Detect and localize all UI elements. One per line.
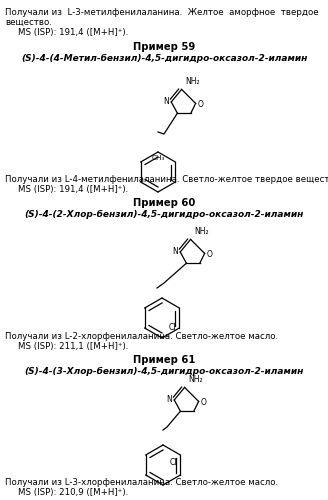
Text: O: O (197, 100, 203, 109)
Text: Пример 61: Пример 61 (133, 355, 195, 365)
Text: MS (ISP): 191,4 ([M+H]⁺).: MS (ISP): 191,4 ([M+H]⁺). (18, 28, 128, 37)
Text: (S)-4-(2-Хлор-бензил)-4,5-дигидро-оксазол-2-иламин: (S)-4-(2-Хлор-бензил)-4,5-дигидро-оксазо… (24, 210, 304, 219)
Text: Получали из  L-3-метилфенилаланина.  Желтое  аморфное  твердое: Получали из L-3-метилфенилаланина. Желто… (5, 8, 318, 17)
Text: NH₂: NH₂ (186, 78, 200, 86)
Text: NH₂: NH₂ (195, 228, 209, 236)
Text: N: N (163, 96, 169, 106)
Text: Cl: Cl (170, 458, 177, 467)
Text: Получали из L-4-метилфенилаланина. Светло-желтое твердое вещество.: Получали из L-4-метилфенилаланина. Светл… (5, 175, 328, 184)
Text: Получали из L-2-хлорфенилаланина. Светло-желтое масло.: Получали из L-2-хлорфенилаланина. Светло… (5, 332, 278, 341)
Text: (S)-4-(3-Хлор-бензил)-4,5-дигидро-оксазол-2-иламин: (S)-4-(3-Хлор-бензил)-4,5-дигидро-оксазо… (24, 367, 304, 376)
Text: CH₃: CH₃ (151, 155, 165, 161)
Text: MS (ISP): 210,9 ([M+H]⁺).: MS (ISP): 210,9 ([M+H]⁺). (18, 488, 128, 497)
Text: O: O (201, 398, 206, 407)
Text: MS (ISP): 191,4 ([M+H]⁺).: MS (ISP): 191,4 ([M+H]⁺). (18, 185, 128, 194)
Text: NH₂: NH₂ (189, 376, 203, 384)
Text: O: O (207, 250, 213, 259)
Text: Пример 59: Пример 59 (133, 42, 195, 52)
Text: Cl: Cl (169, 322, 176, 332)
Text: вещество.: вещество. (5, 18, 52, 27)
Text: MS (ISP): 211,1 ([M+H]⁺).: MS (ISP): 211,1 ([M+H]⁺). (18, 342, 128, 351)
Text: Пример 60: Пример 60 (133, 198, 195, 208)
Text: N: N (167, 394, 172, 404)
Text: N: N (173, 246, 178, 256)
Text: Получали из L-3-хлорфенилаланина. Светло-желтое масло.: Получали из L-3-хлорфенилаланина. Светло… (5, 478, 278, 487)
Text: (S)-4-(4-Метил-бензил)-4,5-дигидро-оксазол-2-иламин: (S)-4-(4-Метил-бензил)-4,5-дигидро-оксаз… (21, 54, 307, 63)
